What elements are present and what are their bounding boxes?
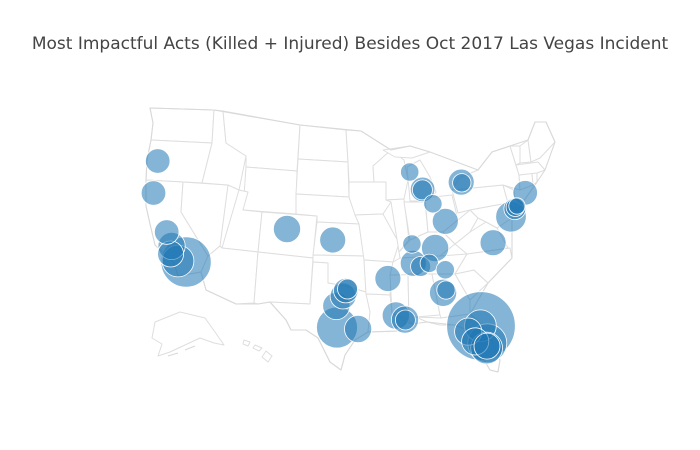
- state-ma: [515, 161, 546, 176]
- incident-marker[interactable]: Houston, TX: [344, 314, 373, 343]
- incident-marker[interactable]: Virginia: [479, 229, 507, 257]
- incident-marker[interactable]: Santa Barbara, CA: [157, 240, 185, 268]
- incident-marker[interactable]: Atlanta, GA: [436, 280, 456, 300]
- state-me: [527, 121, 556, 163]
- state-hi: [242, 339, 273, 363]
- incident-marker[interactable]: Cincinnati, OH: [431, 207, 459, 235]
- state-ak: [151, 311, 225, 357]
- incident-marker[interactable]: Colorado: [272, 214, 301, 243]
- incident-marker[interactable]: San Joaquin Valley, CA: [153, 219, 180, 245]
- incident-marker[interactable]: Indiana: [423, 194, 443, 214]
- state-nm: [253, 251, 314, 305]
- incident-marker[interactable]: Seattle, WA: [144, 148, 171, 174]
- state-ia: [348, 181, 392, 216]
- incident-marker[interactable]: New Orleans, LA (2): [394, 309, 416, 331]
- state-wa: [149, 107, 215, 144]
- markers-layer: Orlando, FLSan Bernardino, CAAustin, TXW…: [140, 148, 538, 365]
- incident-marker[interactable]: Detroit, MI: [452, 173, 472, 193]
- incident-marker[interactable]: Southern Illinois: [402, 234, 422, 254]
- incident-marker[interactable]: Knoxville, TN: [435, 260, 455, 280]
- incident-marker[interactable]: Oregon coast: [140, 180, 167, 206]
- incident-marker[interactable]: Central Kansas: [319, 226, 347, 254]
- incident-marker[interactable]: New York, NY: [508, 197, 526, 215]
- incident-marker[interactable]: Chicago, IL (2): [411, 179, 433, 201]
- ak-islands: [167, 345, 196, 357]
- state-nd: [297, 124, 349, 163]
- state-wy: [242, 166, 298, 215]
- state-sd: [295, 158, 350, 198]
- incident-marker[interactable]: Fort Lauderdale, FL: [473, 332, 501, 360]
- incident-marker[interactable]: Little Rock, AR: [374, 265, 402, 292]
- chart-title: Most Impactful Acts (Killed + Injured) B…: [31, 34, 669, 54]
- incident-marker[interactable]: North Texas: [337, 278, 358, 300]
- incident-marker[interactable]: Madison, WI: [400, 162, 420, 182]
